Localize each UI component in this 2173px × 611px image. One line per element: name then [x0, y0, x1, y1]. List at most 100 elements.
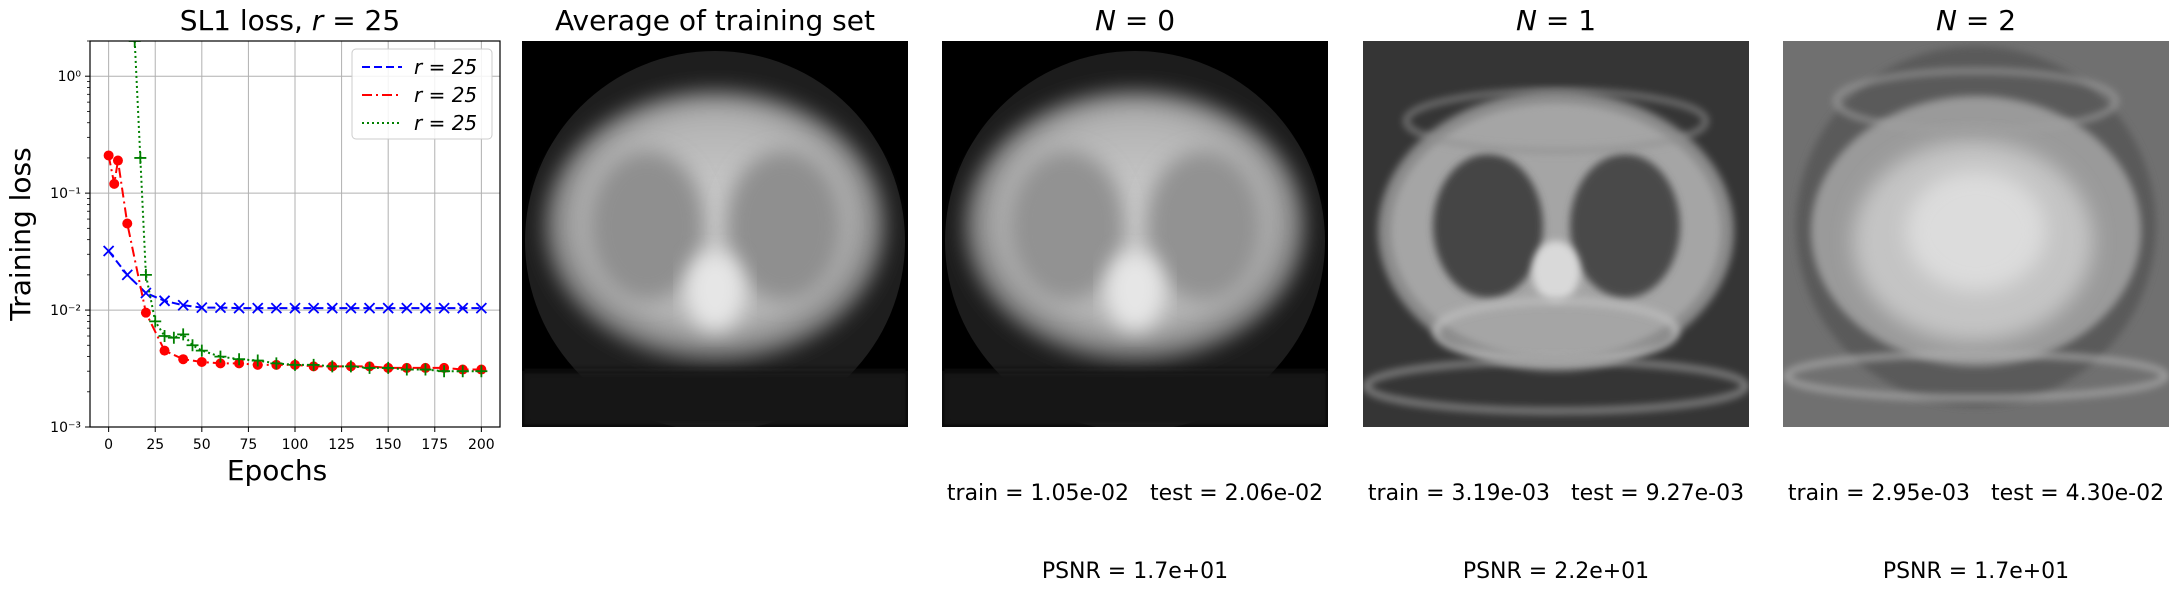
data-point [326, 360, 339, 373]
y-axis-label: Training loss [4, 147, 37, 321]
data-point [139, 268, 152, 281]
data-point [363, 361, 376, 374]
legend-label: r = 25 [414, 55, 477, 79]
axes-layer: 0 25 50 75 100 125 150 175 200 10⁻³ 10⁻² 10⁻¹ 10⁰ [50, 40, 501, 453]
panel-title-n0-suffix: = 0 [1115, 4, 1176, 37]
caption-n1: train = 3.19e-03 test = 9.27e-03 PSNR = … [1363, 429, 1749, 611]
data-point [177, 299, 189, 311]
data-point [121, 269, 133, 281]
loss-chart: 0 25 50 75 100 125 150 175 200 10⁻³ 10⁻² 10⁻¹ 10⁰ r … [4, 40, 501, 487]
data-point [345, 302, 357, 314]
average-phantom-image [522, 51, 908, 427]
data-point [177, 328, 190, 341]
n1-phantom-image [1363, 41, 1749, 427]
x-tick-label: 200 [468, 437, 495, 453]
data-point [475, 302, 488, 314]
series-1 [103, 150, 487, 375]
data-point [382, 302, 394, 314]
chart-title-suffix: = 25 [323, 4, 401, 37]
legend-label: r = 25 [414, 83, 477, 107]
data-point [344, 360, 357, 373]
data-point [178, 354, 189, 365]
data-point [419, 363, 432, 376]
chart-title: SL1 loss, r = 25 [90, 4, 490, 37]
n2-phantom-image [1783, 41, 2169, 427]
data-point [140, 307, 151, 318]
panel-title-n2-var: N [1935, 4, 1957, 37]
x-tick-label: 25 [146, 437, 164, 453]
caption-n0: train = 1.05e-02 test = 2.06e-02 PSNR = … [942, 429, 1328, 611]
caption-n0-losses: train = 1.05e-02 test = 2.06e-02 [946, 481, 1324, 506]
reconstruction-n1-image [1363, 41, 1749, 427]
data-point [456, 365, 469, 378]
x-tick-label: 75 [239, 437, 257, 453]
data-point [438, 365, 451, 378]
series-layer [102, 41, 488, 378]
data-point [401, 302, 413, 314]
series-line [133, 41, 482, 373]
legend-label: r = 25 [414, 111, 477, 135]
data-point [215, 358, 226, 369]
panel-title-n1-suffix: = 1 [1536, 4, 1597, 37]
panel-title-n0-var: N [1094, 4, 1116, 37]
data-point [103, 150, 114, 161]
data-point [128, 41, 141, 47]
caption-n1-losses: train = 3.19e-03 test = 9.27e-03 [1367, 481, 1745, 506]
data-point [195, 344, 208, 357]
y-tick-label: 10⁻¹ [50, 186, 81, 202]
data-point [270, 357, 283, 370]
reconstruction-n2-image [1783, 41, 2169, 427]
data-point [196, 301, 208, 314]
data-point [307, 302, 320, 314]
caption-n2: train = 2.95e-03 test = 4.30e-02 PSNR = … [1783, 429, 2169, 611]
y-tick-label: 10⁰ [58, 69, 82, 85]
panel-title-n1-var: N [1515, 4, 1537, 37]
panel-title-n1: N = 1 [1363, 4, 1749, 37]
panel-title-n2-suffix: = 2 [1956, 4, 2017, 37]
data-point [102, 245, 115, 257]
data-point [400, 363, 413, 376]
y-tick-label: 10⁻² [50, 303, 81, 319]
data-point [196, 356, 207, 367]
average-image [522, 41, 908, 427]
x-tick-label: 125 [328, 437, 355, 453]
data-point [326, 302, 338, 314]
x-axis-label: Epochs [227, 454, 327, 487]
data-point [233, 302, 245, 314]
y-tick-label: 10⁻³ [50, 420, 81, 436]
data-point [270, 302, 283, 314]
caption-n2-psnr: PSNR = 1.7e+01 [1882, 559, 2070, 584]
data-point [214, 350, 227, 363]
data-point [149, 315, 162, 328]
data-point [289, 302, 301, 314]
x-tick-label: 0 [104, 437, 113, 453]
data-point [233, 353, 246, 366]
panel-title-n0: N = 0 [942, 4, 1328, 37]
data-point [214, 301, 227, 314]
data-point [252, 302, 264, 314]
panel-title-average: Average of training set [555, 4, 875, 37]
legend: r = 25 r = 25 r = 25 [351, 48, 493, 140]
caption-n1-psnr: PSNR = 2.2e+01 [1462, 559, 1650, 584]
data-point [363, 302, 376, 314]
data-point [158, 295, 171, 307]
plot-frame [89, 40, 501, 428]
data-point [112, 155, 123, 166]
data-point [109, 178, 120, 189]
x-tick-label: 100 [282, 437, 309, 453]
data-point [251, 354, 264, 367]
x-tick-label: 175 [421, 437, 448, 453]
n0-phantom-image [942, 51, 1328, 427]
data-point [475, 365, 488, 378]
data-point [134, 151, 147, 164]
panel-title-n2: N = 2 [1783, 4, 2169, 37]
data-point [159, 345, 170, 356]
data-point [307, 358, 320, 371]
caption-n0-psnr: PSNR = 1.7e+01 [1041, 559, 1229, 584]
data-point [457, 302, 469, 314]
data-point [438, 302, 450, 314]
caption-n2-losses: train = 2.95e-03 test = 4.30e-02 [1787, 481, 2165, 506]
data-point [158, 330, 171, 343]
data-point [167, 331, 180, 344]
data-point [122, 218, 133, 229]
